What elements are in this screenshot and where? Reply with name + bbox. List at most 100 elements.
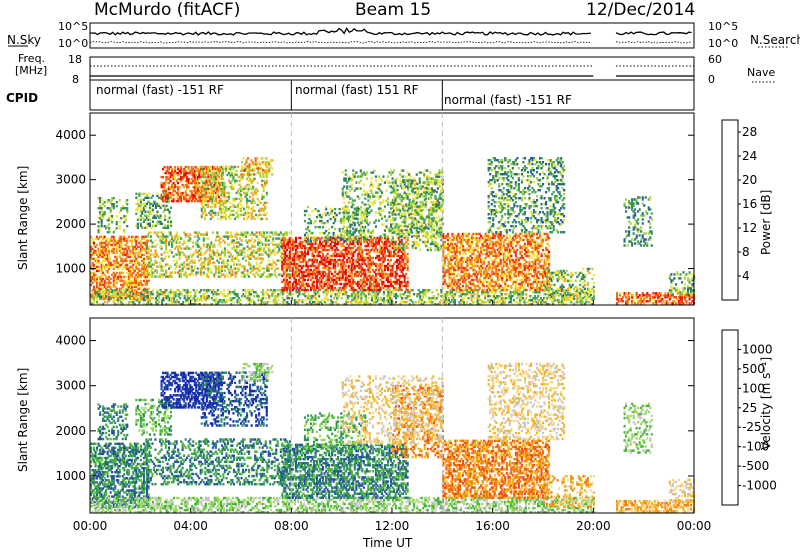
power-cell [499,301,502,304]
power-cell [115,293,118,296]
power-cell [521,297,525,300]
power-cell [229,165,232,169]
power-cell [168,255,171,258]
power-cell [154,239,157,242]
power-cell [376,297,380,300]
power-cell [94,249,97,253]
power-cell [126,245,129,249]
power-cell [154,224,158,227]
power-cell [241,205,244,209]
power-cell [145,295,149,298]
power-cell [304,303,307,306]
power-cell [164,216,167,219]
power-cell [217,171,220,175]
power-cell [233,293,236,296]
power-cell [358,303,361,306]
power-cell [443,301,446,304]
power-cell [202,167,205,171]
power-cell [94,265,97,269]
power-cell [103,235,106,239]
power-cell [218,207,222,211]
power-cell [154,299,158,302]
power-cell [422,303,425,306]
power-cell [142,237,146,241]
power-cell [126,241,129,245]
power-cell [223,199,226,203]
power-cell [161,291,164,294]
power-cell [100,261,103,265]
power-cell [135,224,138,227]
power-cell [294,278,298,282]
power-cell [144,295,147,299]
power-cell [149,231,153,234]
power-cell [259,175,262,179]
power-cell [377,282,381,286]
power-cell [120,235,123,239]
power-cell [93,263,96,267]
power-cell [186,175,189,179]
power-cell [502,299,505,302]
power-cell [126,255,129,259]
power-cell [529,303,532,306]
power-cell [399,301,402,304]
power-cell [243,191,246,195]
power-cell [225,295,229,298]
power-cell [223,195,226,199]
power-cell [195,189,198,193]
power-cell [463,303,466,306]
power-cell [90,295,93,299]
power-cell [175,231,178,234]
power-cell [252,179,255,183]
power-cell [290,293,293,296]
power-cell [144,192,147,195]
power-cell [168,181,171,185]
power-cell [232,209,235,213]
power-cell [171,183,174,187]
power-cell [274,295,277,298]
power-cell [144,299,147,302]
power-cell [253,163,256,166]
power-cell [133,259,136,263]
power-cell [212,295,215,298]
power-cell [146,271,150,274]
power-cell [316,299,319,302]
power-cell [99,197,102,200]
power-cell [120,279,123,283]
power-cell [310,303,313,306]
power-cell [180,293,183,296]
power-cell [277,295,280,298]
power-cell [211,201,214,205]
power-cell [187,167,190,171]
power-cell [429,301,432,304]
power-cell [171,303,174,306]
power-cell [497,295,500,298]
power-cell [138,273,141,277]
power-cell [369,293,372,296]
power-cell [217,201,220,205]
power-cell [237,267,240,270]
power-cell [168,297,171,300]
power-cell [200,185,203,189]
power-cell [106,285,109,289]
power-cell [132,269,135,273]
power-cell [111,273,114,277]
power-cell [115,201,118,204]
power-cell [203,169,206,173]
power-cell [376,276,379,280]
power-cell [118,299,121,302]
power-cell [336,297,339,300]
power-cell [237,259,240,262]
power-cell [129,253,132,257]
power-cell [230,183,234,187]
power-cell [117,265,120,269]
power-cell [220,217,223,221]
power-cell [208,181,211,185]
power-cell [428,289,431,292]
power-cell [132,249,135,253]
power-cell [111,235,114,239]
power-cell [431,297,434,300]
power-cell [109,281,112,285]
power-cell [124,287,127,291]
power-cell [241,161,244,164]
power-cell [180,247,183,250]
